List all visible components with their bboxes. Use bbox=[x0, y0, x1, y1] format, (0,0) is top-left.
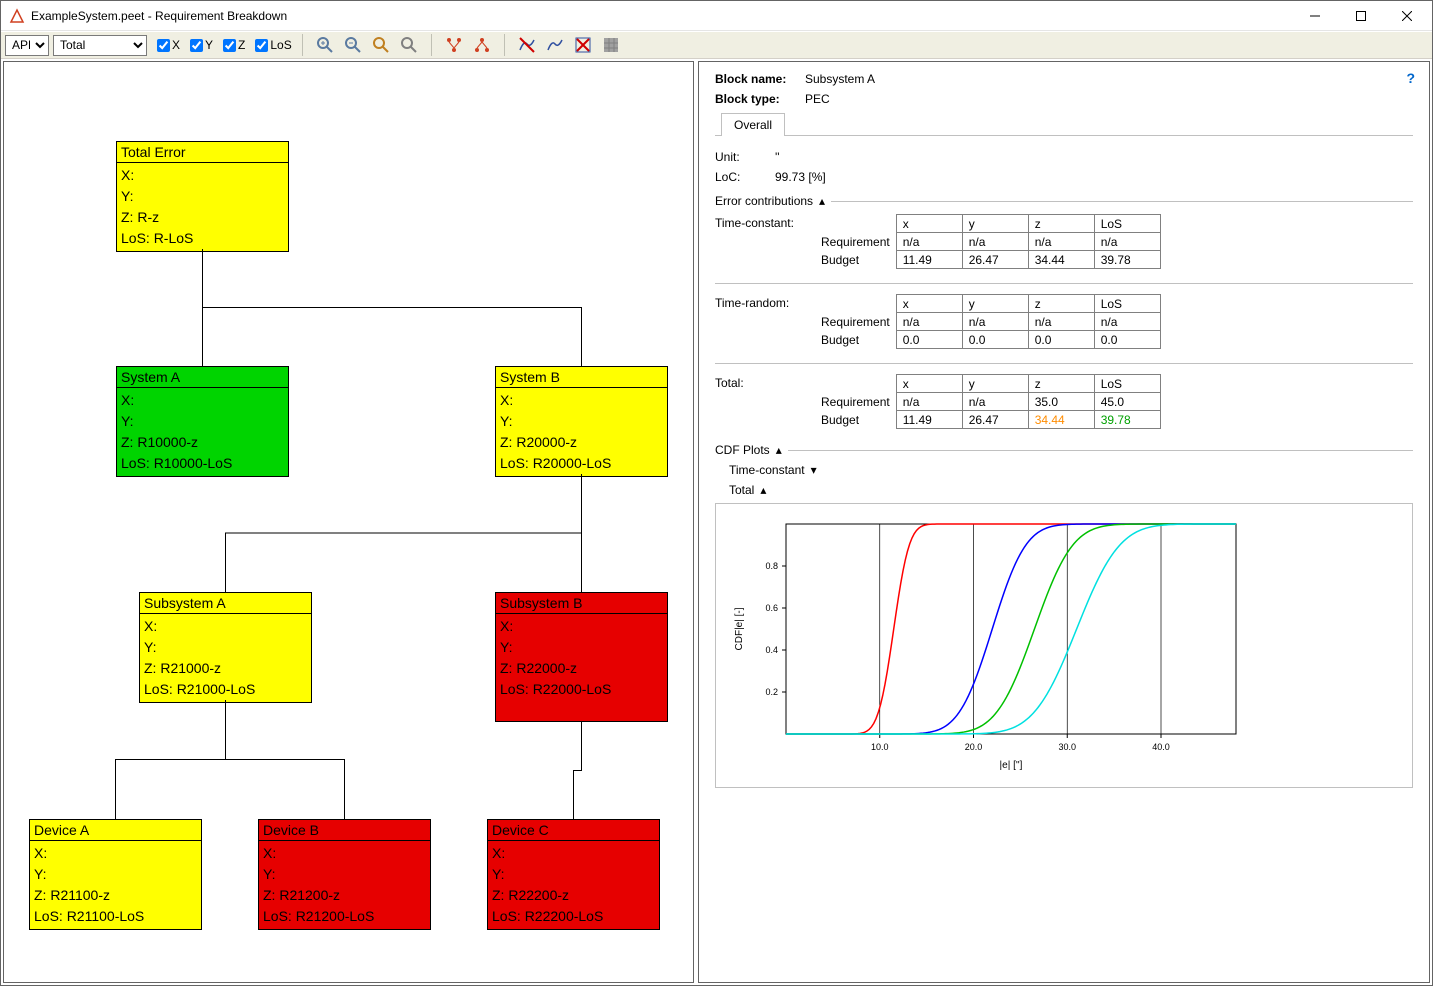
zoom-in-icon[interactable] bbox=[313, 33, 337, 57]
contrib-table-tot: xyzLoSRequirementn/an/a35.045.0Budget11.… bbox=[815, 374, 1161, 429]
zoom-fit-icon[interactable] bbox=[369, 33, 393, 57]
node-sysB[interactable]: System BX:Y:Z: R20000-zLoS: R20000-LoS bbox=[495, 366, 668, 477]
check-z[interactable]: Z bbox=[223, 38, 245, 52]
mode-select[interactable]: APE bbox=[5, 35, 49, 56]
zoom-reset-icon[interactable] bbox=[397, 33, 421, 57]
block-name-label: Block name: bbox=[715, 72, 805, 86]
check-y[interactable]: Y bbox=[190, 38, 213, 52]
help-icon[interactable]: ? bbox=[1406, 70, 1415, 86]
node-body: X:Y:Z: R22000-zLoS: R22000-LoS bbox=[496, 614, 667, 702]
error-contrib-header: Error contributions bbox=[715, 194, 813, 208]
svg-text:CDF|e| [-]: CDF|e| [-] bbox=[734, 607, 745, 650]
node-sysA[interactable]: System AX:Y:Z: R10000-zLoS: R10000-LoS bbox=[116, 366, 289, 477]
group-label-tr: Time-random: bbox=[715, 294, 815, 349]
tab-overall[interactable]: Overall bbox=[721, 113, 785, 136]
node-subB[interactable]: Subsystem BX:Y:Z: R22000-zLoS: R22000-Lo… bbox=[495, 592, 668, 722]
close-button[interactable] bbox=[1384, 1, 1430, 31]
cdf-chart: 10.0 20.0 30.0 40.0 0.2 0.4 0.6 0.8 |e| [''] CDF|… bbox=[726, 514, 1246, 774]
chart-on-icon[interactable] bbox=[543, 33, 567, 57]
grid-icon[interactable] bbox=[599, 33, 623, 57]
loc-label: LoC: bbox=[715, 170, 775, 184]
chart-off-icon[interactable] bbox=[515, 33, 539, 57]
node-devA[interactable]: Device AX:Y:Z: R21100-zLoS: R21100-LoS bbox=[29, 819, 202, 930]
window-title: ExampleSystem.peet - Requirement Breakdo… bbox=[31, 9, 1292, 23]
svg-text:20.0: 20.0 bbox=[965, 742, 983, 752]
cdf-total-label: Total bbox=[729, 483, 754, 497]
contrib-table-tc: xyzLoSRequirementn/an/an/an/aBudget11.49… bbox=[815, 214, 1161, 269]
svg-text:30.0: 30.0 bbox=[1058, 742, 1076, 752]
node-subA[interactable]: Subsystem AX:Y:Z: R21000-zLoS: R21000-Lo… bbox=[139, 592, 312, 703]
collapse-up-icon[interactable]: ▴ bbox=[819, 194, 825, 208]
unit-value: '' bbox=[775, 150, 780, 164]
node-body: X:Y:Z: R21200-zLoS: R21200-LoS bbox=[259, 841, 430, 929]
details-pane: ? Block name:Subsystem A Block type:PEC … bbox=[698, 61, 1430, 983]
svg-text:|e| ['']: |e| [''] bbox=[1000, 760, 1023, 771]
delete-chart-icon[interactable] bbox=[571, 33, 595, 57]
app-icon bbox=[9, 8, 25, 24]
block-name-value: Subsystem A bbox=[805, 72, 875, 86]
group-label-tc: Time-constant: bbox=[715, 214, 815, 269]
block-type-label: Block type: bbox=[715, 92, 805, 106]
node-title: System B bbox=[496, 367, 667, 388]
svg-text:0.8: 0.8 bbox=[765, 561, 778, 571]
zoom-out-icon[interactable] bbox=[341, 33, 365, 57]
node-total[interactable]: Total ErrorX:Y:Z: R-zLoS: R-LoS bbox=[116, 141, 289, 252]
node-title: Subsystem B bbox=[496, 593, 667, 614]
tree-collapse-icon[interactable] bbox=[470, 33, 494, 57]
maximize-button[interactable] bbox=[1338, 1, 1384, 31]
node-body: X:Y:Z: R21100-zLoS: R21100-LoS bbox=[30, 841, 201, 929]
check-x[interactable]: X bbox=[157, 38, 180, 52]
collapse-up-icon[interactable]: ▴ bbox=[776, 443, 782, 457]
diagram-pane[interactable]: Total ErrorX:Y:Z: R-zLoS: R-LoSSystem AX… bbox=[3, 61, 694, 983]
minimize-button[interactable] bbox=[1292, 1, 1338, 31]
unit-label: Unit: bbox=[715, 150, 775, 164]
loc-value: 99.73 [%] bbox=[775, 170, 826, 184]
node-body: X:Y:Z: R22200-zLoS: R22200-LoS bbox=[488, 841, 659, 929]
node-body: X:Y:Z: R21000-zLoS: R21000-LoS bbox=[140, 614, 311, 702]
svg-text:0.2: 0.2 bbox=[765, 687, 778, 697]
node-title: System A bbox=[117, 367, 288, 388]
cdf-plots-header: CDF Plots bbox=[715, 443, 770, 457]
toolbar: APE Total X Y Z LoS bbox=[1, 31, 1432, 59]
scope-select[interactable]: Total bbox=[53, 35, 147, 56]
titlebar: ExampleSystem.peet - Requirement Breakdo… bbox=[1, 1, 1432, 31]
tree-expand-icon[interactable] bbox=[442, 33, 466, 57]
cdf-chart-box: 10.0 20.0 30.0 40.0 0.2 0.4 0.6 0.8 |e| [''] CDF|… bbox=[715, 503, 1413, 788]
node-title: Device A bbox=[30, 820, 201, 841]
contrib-table-tr: xyzLoSRequirementn/an/an/an/aBudget0.00.… bbox=[815, 294, 1161, 349]
check-los[interactable]: LoS bbox=[255, 38, 291, 52]
node-title: Subsystem A bbox=[140, 593, 311, 614]
block-type-value: PEC bbox=[805, 92, 830, 106]
group-label-tot: Total: bbox=[715, 374, 815, 429]
svg-text:10.0: 10.0 bbox=[871, 742, 889, 752]
node-devB[interactable]: Device BX:Y:Z: R21200-zLoS: R21200-LoS bbox=[258, 819, 431, 930]
node-title: Device B bbox=[259, 820, 430, 841]
collapse-up-icon[interactable]: ▴ bbox=[760, 483, 766, 497]
collapse-down-icon[interactable]: ▾ bbox=[811, 463, 817, 477]
svg-text:0.6: 0.6 bbox=[765, 603, 778, 613]
node-title: Total Error bbox=[117, 142, 288, 163]
node-body: X:Y:Z: R10000-zLoS: R10000-LoS bbox=[117, 388, 288, 476]
node-title: Device C bbox=[488, 820, 659, 841]
node-devC[interactable]: Device CX:Y:Z: R22200-zLoS: R22200-LoS bbox=[487, 819, 660, 930]
node-body: X:Y:Z: R-zLoS: R-LoS bbox=[117, 163, 288, 251]
svg-text:40.0: 40.0 bbox=[1152, 742, 1170, 752]
svg-text:0.4: 0.4 bbox=[765, 645, 778, 655]
cdf-tc-label: Time-constant bbox=[729, 463, 805, 477]
node-body: X:Y:Z: R20000-zLoS: R20000-LoS bbox=[496, 388, 667, 476]
